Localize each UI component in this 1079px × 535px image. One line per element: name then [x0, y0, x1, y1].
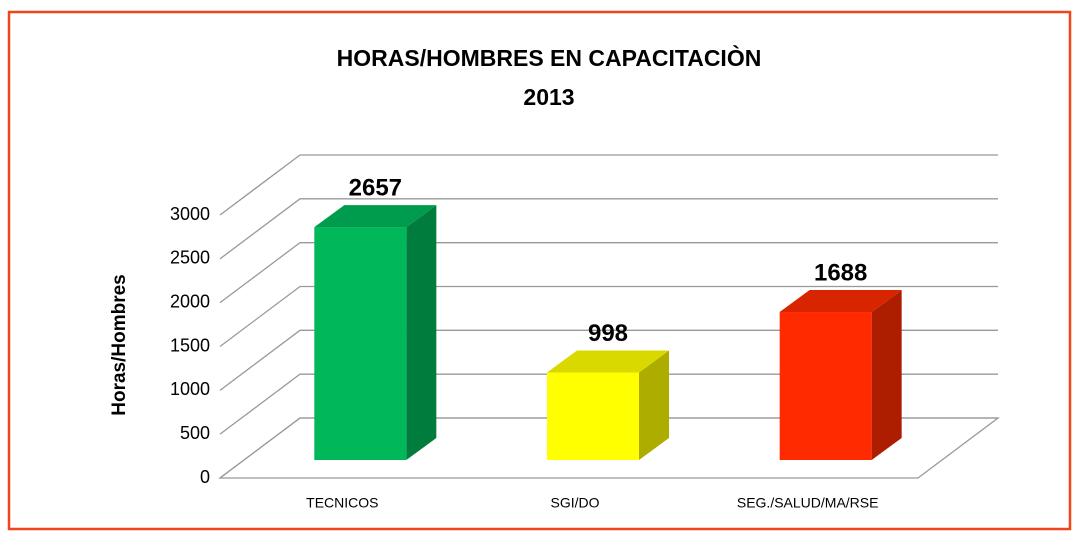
grid-line — [219, 242, 998, 304]
bar-side — [871, 290, 902, 460]
bar-side — [639, 350, 669, 460]
y-tick-label: 0 — [200, 467, 210, 487]
data-label: 1688 — [814, 259, 867, 286]
bar-top — [314, 205, 437, 228]
y-tick-label: 2000 — [170, 291, 210, 311]
bar — [779, 312, 872, 460]
y-tick-label: 1000 — [170, 379, 210, 399]
grid-line — [219, 373, 998, 435]
bar-top — [779, 290, 902, 313]
y-tick-label: 3000 — [170, 204, 210, 224]
bar-side — [406, 205, 437, 460]
x-tick-label: SGI/DO — [550, 495, 599, 511]
chart-subtitle: 2013 — [523, 84, 574, 110]
y-axis-label: Horas/Hombres — [109, 274, 130, 416]
bar — [314, 227, 407, 460]
grid-line — [219, 285, 998, 348]
grid-line — [219, 198, 998, 260]
bar-top — [547, 350, 669, 373]
data-label: 998 — [588, 320, 628, 347]
grid-line — [219, 417, 998, 479]
y-tick-label: 2500 — [170, 248, 210, 268]
grid-line — [219, 154, 998, 216]
x-tick-label: TECNICOS — [306, 495, 378, 511]
y-tick-label: 500 — [180, 423, 210, 443]
chart-title: HORAS/HOMBRES EN CAPACITACIÒN — [337, 44, 762, 71]
grid-line — [219, 329, 998, 391]
data-label: 2657 — [349, 174, 402, 201]
x-tick-label: SEG./SALUD/MA/RSE — [737, 495, 879, 511]
y-tick-label: 1500 — [170, 335, 210, 355]
bar — [547, 372, 639, 460]
